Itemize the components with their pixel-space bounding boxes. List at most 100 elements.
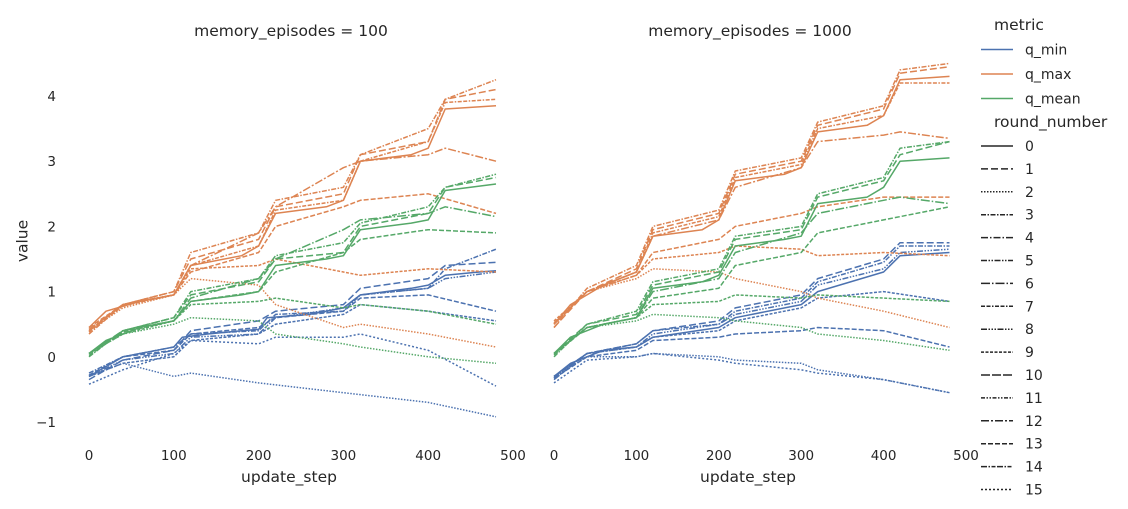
y-tick-label: 2 — [47, 219, 56, 235]
legend-label: q_min — [1025, 43, 1067, 59]
legend-title-metric: metric — [994, 16, 1044, 34]
series-line-q_min-round-15 — [88, 333, 497, 387]
legend-item-round-6: 6 — [981, 276, 1034, 292]
legend-label: 13 — [1025, 437, 1043, 453]
legend-label: 1 — [1025, 162, 1034, 178]
legend-title-round-number: round_number — [994, 113, 1108, 132]
panel-2: memory_episodes = 1000 0 100 200 300 400 500 up… — [550, 22, 979, 487]
legend-item-q_max: q_max — [981, 67, 1071, 83]
y-tick-label: 4 — [47, 89, 56, 105]
series-line-q_max-round-13 — [553, 196, 950, 324]
legend-item-round-12: 12 — [981, 414, 1043, 430]
series-line-q_mean-round-9 — [88, 297, 497, 355]
x-tick-label: 100 — [624, 448, 650, 464]
series-line-q_min-round-1 — [88, 261, 497, 381]
x-axis-label: update_step — [241, 468, 337, 487]
series-line-q_min-round-2 — [553, 352, 950, 394]
legend-label: q_mean — [1025, 92, 1081, 108]
legend-item-round-10: 10 — [981, 368, 1043, 384]
legend-item-round-2: 2 — [981, 185, 1034, 201]
legend-item-round-3: 3 — [981, 208, 1034, 224]
series-line-q_mean-round-9 — [553, 294, 950, 355]
legend-item-q_mean: q_mean — [981, 92, 1081, 108]
series-line-q_min-round-9 — [553, 290, 950, 378]
legend-item-round-14: 14 — [981, 460, 1043, 476]
series-line-q_min-round-8 — [88, 271, 497, 378]
legend-label: 7 — [1025, 299, 1034, 315]
series-line-q_min-round-13 — [88, 294, 497, 376]
x-tick-label: 500 — [500, 448, 526, 464]
legend-label: 5 — [1025, 254, 1034, 270]
legend: metricq_minq_maxq_meanround_number012345… — [981, 16, 1108, 499]
legend-label: 11 — [1025, 391, 1043, 407]
series-line-q_mean-round-2 — [88, 316, 497, 365]
legend-label: 3 — [1025, 208, 1034, 224]
legend-item-round-4: 4 — [981, 231, 1034, 247]
series-line-q_min-round-2 — [88, 362, 497, 418]
series-line-q_mean-round-1 — [553, 140, 950, 355]
panel-title: memory_episodes = 1000 — [648, 22, 852, 41]
series-line-q_mean-round-2 — [553, 313, 950, 355]
x-tick-label: 500 — [953, 448, 979, 464]
x-axis-label: update_step — [700, 468, 796, 487]
panel-1: memory_episodes = 100 0 100 200 300 400 500 upd… — [36, 22, 526, 487]
legend-item-round-15: 15 — [981, 483, 1043, 499]
series-line-q_mean-round-0 — [553, 157, 950, 355]
chart-panels: memory_episodes = 1000 100 200 300 400 500upd… — [36, 22, 979, 487]
series-line-q_mean-round-6 — [88, 206, 497, 355]
legend-item-round-11: 11 — [981, 391, 1043, 407]
y-tick-label: 3 — [47, 154, 56, 170]
series-line-q_max-round-13 — [88, 193, 497, 329]
legend-label: 12 — [1025, 414, 1043, 430]
legend-label: 9 — [1025, 345, 1034, 361]
x-tick-label: 400 — [871, 448, 897, 464]
y-tick-label: 0 — [47, 350, 56, 366]
series-line-q_mean-round-13 — [553, 206, 950, 356]
series-line-q_mean-round-6 — [553, 196, 950, 355]
series-line-q_min-round-8 — [553, 248, 950, 379]
y-axis-label: value — [14, 220, 32, 262]
series-line-q_mean-round-13 — [88, 228, 497, 357]
series-line-q_max-round-3 — [88, 79, 497, 335]
series-line-q_max-round-0 — [553, 75, 950, 325]
x-tick-label: 200 — [246, 448, 272, 464]
series-line-q_max-round-12 — [88, 147, 497, 331]
legend-label: 4 — [1025, 231, 1034, 247]
legend-label: 6 — [1025, 276, 1034, 292]
x-tick-label: 0 — [550, 448, 559, 464]
y-tick-label: 1 — [47, 285, 56, 301]
legend-item-round-5: 5 — [981, 254, 1034, 270]
series-line-q_max-round-7 — [553, 82, 950, 325]
x-tick-label: 400 — [415, 448, 441, 464]
legend-label: 8 — [1025, 322, 1034, 338]
series-line-q_max-round-9 — [88, 258, 497, 332]
series-line-q_max-round-0 — [88, 105, 497, 329]
series-line-q_max-round-1 — [88, 88, 497, 332]
legend-item-round-1: 1 — [981, 162, 1034, 178]
x-tick-label: 100 — [161, 448, 187, 464]
series-line-q_max-round-12 — [553, 131, 950, 325]
series-line-q_max-round-3 — [553, 62, 950, 328]
y-tick-label: −1 — [36, 415, 56, 431]
legend-label: 10 — [1025, 368, 1043, 384]
legend-label: 15 — [1025, 483, 1043, 499]
x-tick-label: 200 — [706, 448, 732, 464]
series-line-q_min-round-0 — [553, 251, 950, 377]
x-tick-label: 300 — [331, 448, 357, 464]
series-line-q_min-round-15 — [553, 352, 950, 394]
legend-item-round-8: 8 — [981, 322, 1034, 338]
series-line-q_min-round-13 — [553, 326, 950, 379]
panel-title: memory_episodes = 100 — [194, 22, 388, 41]
legend-item-round-7: 7 — [981, 299, 1034, 315]
series-line-q_max-round-2 — [88, 277, 497, 348]
series-line-q_mean-round-3 — [88, 173, 497, 358]
series-line-q_max-round-1 — [553, 65, 950, 329]
x-tick-label: 0 — [85, 448, 94, 464]
legend-label: 2 — [1025, 185, 1034, 201]
series-line-q_min-round-3 — [88, 248, 497, 374]
legend-label: 14 — [1025, 460, 1043, 476]
legend-label: 0 — [1025, 139, 1034, 155]
x-tick-label: 300 — [788, 448, 814, 464]
series-line-q_max-round-2 — [553, 268, 950, 329]
series-line-q_mean-round-3 — [553, 140, 950, 358]
